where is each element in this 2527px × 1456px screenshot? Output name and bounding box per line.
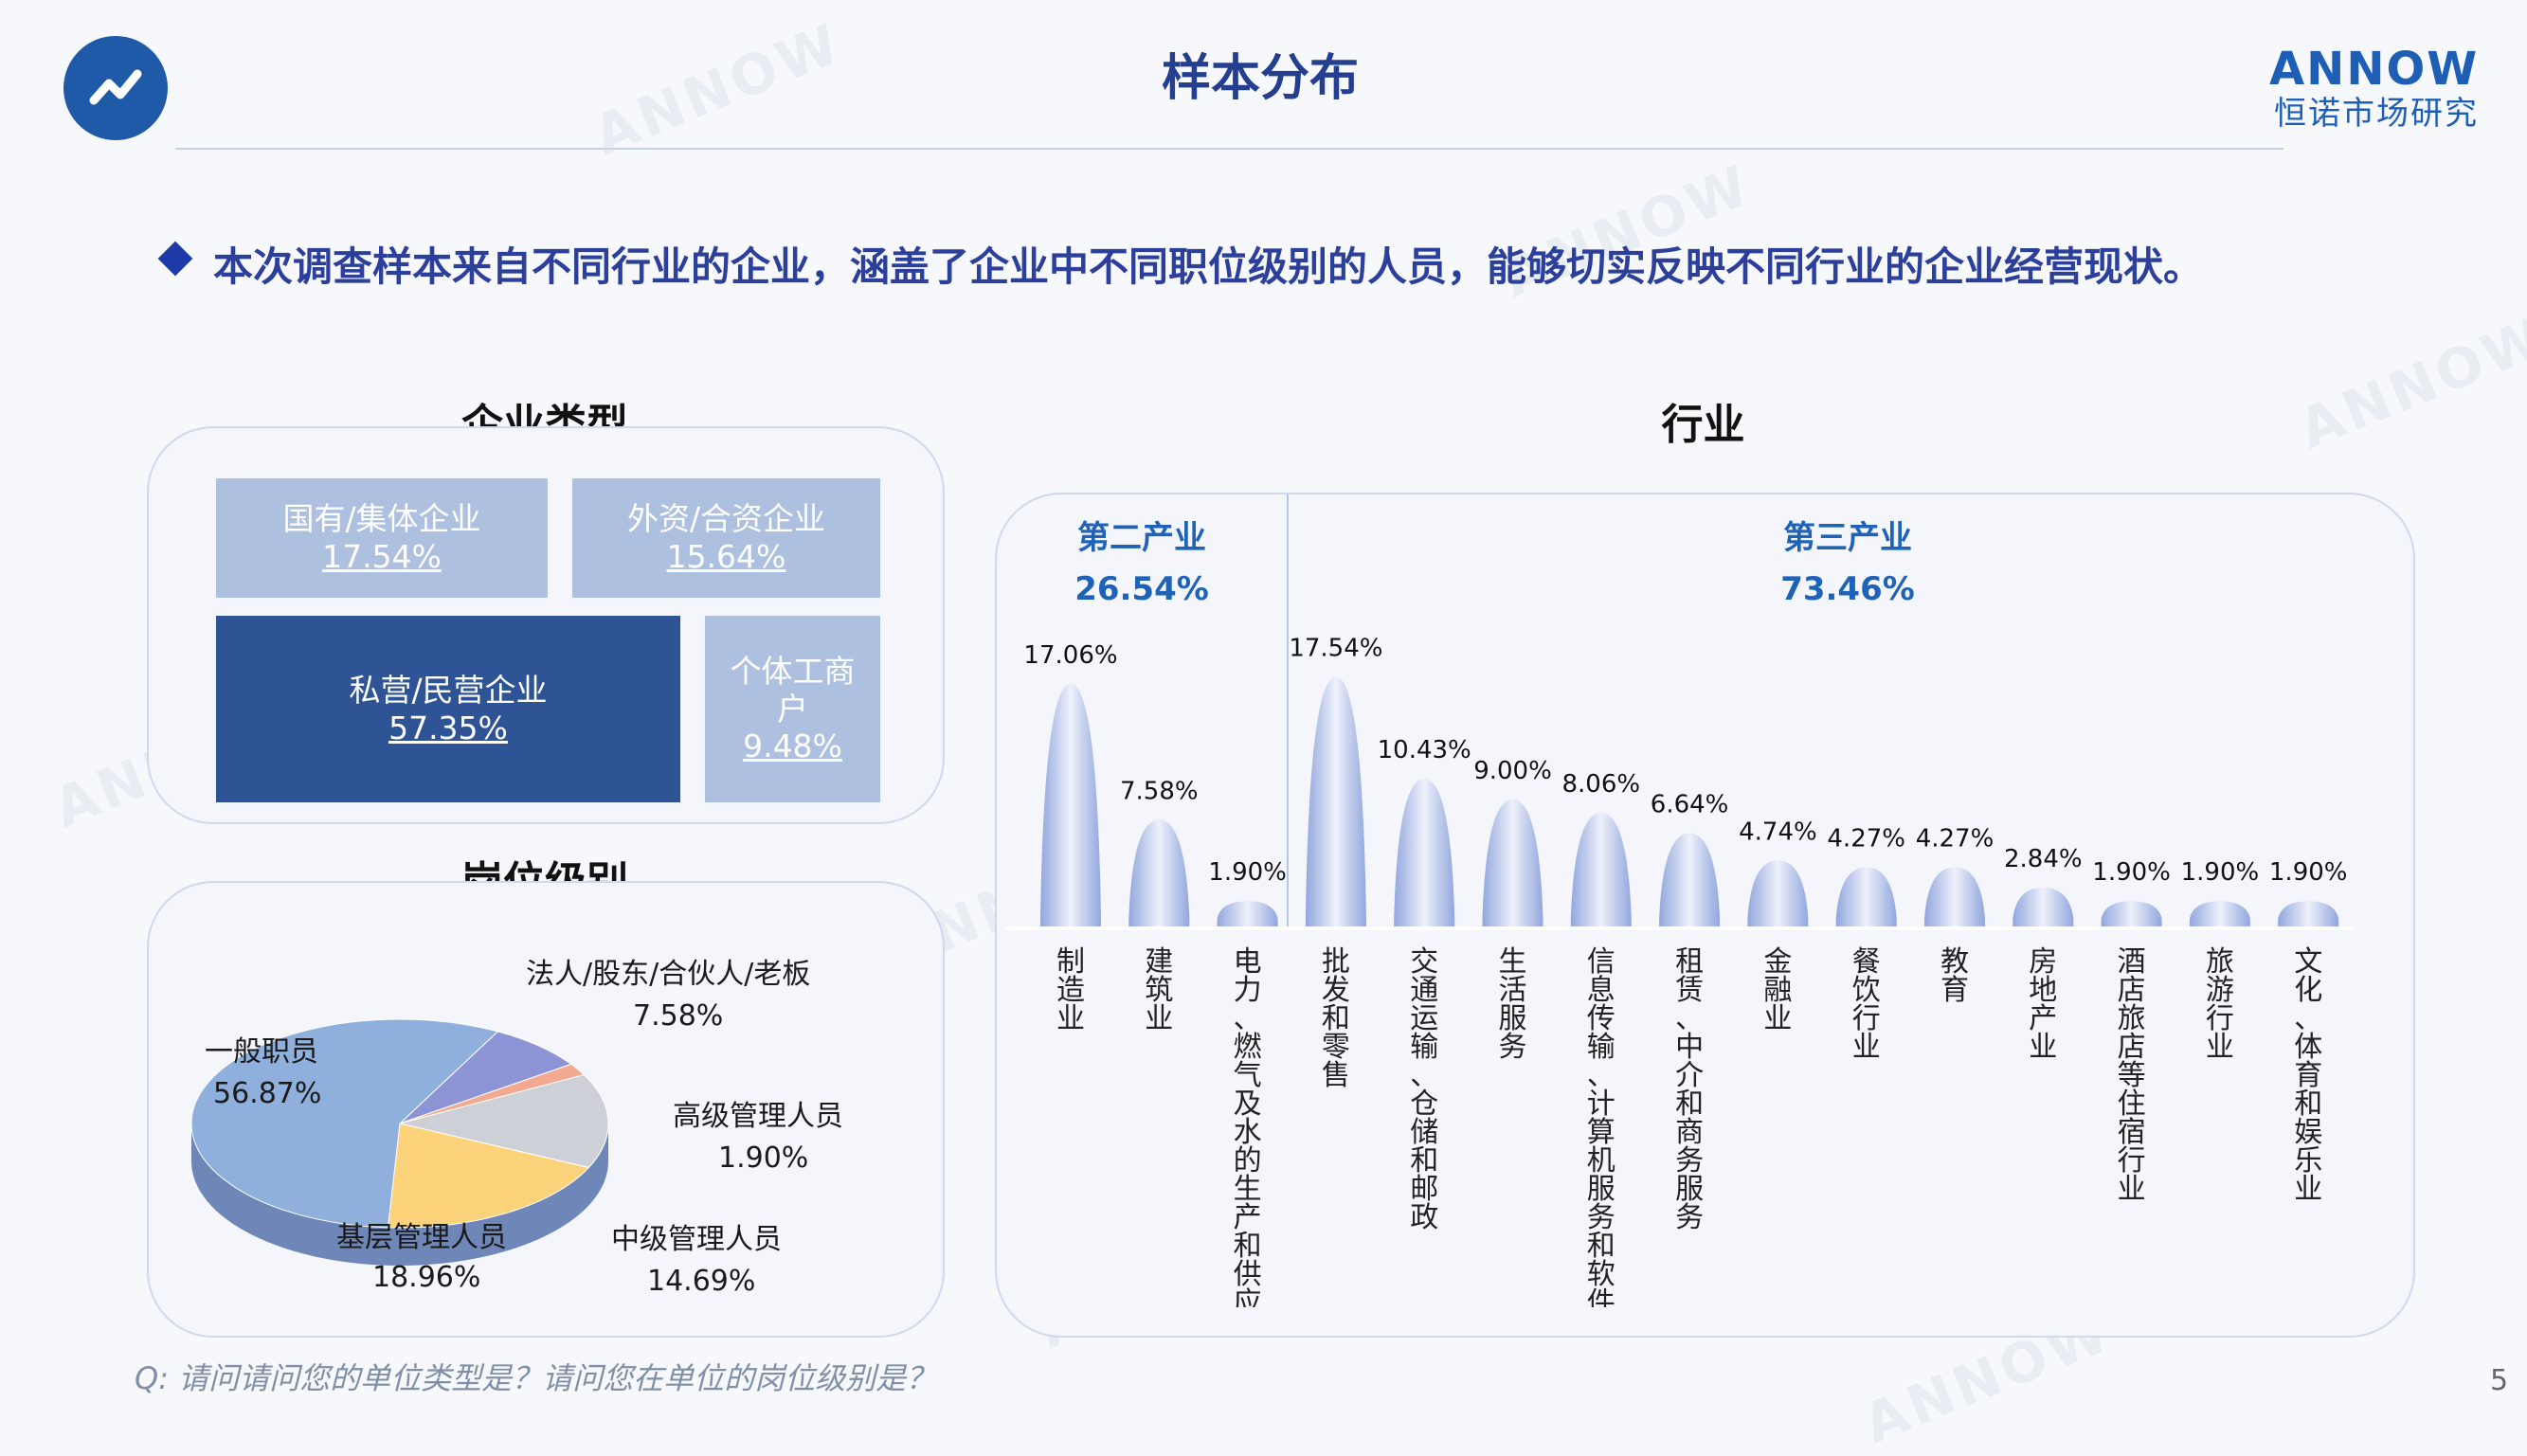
bar-value-label: 7.58% — [1120, 777, 1199, 805]
bar-value-label: 1.90% — [2269, 858, 2348, 887]
bar-value-label: 1.90% — [1208, 858, 1287, 887]
bar — [1924, 867, 1985, 928]
category-label: 电力、燃气及水的生产和供应 — [1234, 945, 1262, 1307]
bar — [2278, 901, 2339, 928]
bar — [1128, 819, 1190, 928]
treemap-label: 外资/合资企业 — [626, 500, 826, 538]
group-pct: 26.54% — [1074, 570, 1209, 608]
treemap-block: 个体工商户 9.48% — [705, 616, 880, 802]
bar — [2013, 888, 2074, 928]
bar — [1394, 779, 1455, 928]
bar-value-label: 9.00% — [1473, 757, 1552, 785]
industry-bar-chart: 17.06% 7.58% 1.90% 17.54% 10.43%9.00% 8.06% 6.… — [1004, 635, 2355, 1307]
header-divider — [175, 148, 2283, 150]
bar-value-label: 17.06% — [1023, 641, 1117, 670]
treemap-block: 国有/集体企业 17.54% — [216, 478, 548, 598]
bar-value-label: 4.27% — [1916, 824, 1995, 853]
category-label: 批发和零售 — [1322, 945, 1350, 1092]
treemap-pct: 57.35% — [388, 709, 508, 746]
bar-value-label: 4.74% — [1739, 818, 1817, 846]
bar — [1747, 860, 1809, 928]
treemap-label: 私营/民营企业 — [349, 671, 548, 709]
pie-label-name: 一般职员 — [205, 1035, 318, 1069]
brand-logo: ANNOW — [2269, 43, 2480, 96]
bar-value-label: 6.64% — [1651, 791, 1729, 819]
category-label: 金融业 — [1763, 945, 1792, 1035]
group-divider — [1287, 494, 1289, 930]
treemap-pct: 15.64% — [666, 538, 786, 575]
category-label: 旅游行业 — [2206, 945, 2234, 1064]
pie-label-pct: 14.69% — [647, 1265, 756, 1298]
pie-label-pct: 56.87% — [213, 1077, 322, 1110]
bar — [1305, 676, 1366, 928]
brand-subtitle: 恒诺市场研究 — [2274, 95, 2479, 133]
pie-label-name: 中级管理人员 — [611, 1223, 782, 1256]
pie-label-pct: 7.58% — [633, 999, 724, 1033]
position-pie — [190, 1018, 609, 1266]
bar — [1482, 799, 1543, 928]
pie-slice — [190, 1018, 499, 1229]
watermark: ANNOW — [2290, 303, 2527, 462]
bar-value-label: 1.90% — [2092, 858, 2171, 887]
category-label: 生活服务 — [1499, 945, 1527, 1064]
category-label: 餐饮行业 — [1852, 945, 1881, 1064]
category-label: 文化、体育和娱乐业 — [2294, 945, 2322, 1206]
category-label: 房地产业 — [2029, 945, 2057, 1064]
industry-section-title: 行业 — [1661, 401, 1745, 449]
pie-label-pct: 18.96% — [372, 1261, 481, 1294]
group-label: 第二产业 — [1077, 519, 1206, 557]
treemap-pct: 17.54% — [322, 538, 442, 575]
treemap-label: 个体工商户 — [730, 653, 856, 728]
pie-label-name: 高级管理人员 — [673, 1100, 843, 1133]
headline: 本次调查样本来自不同行业的企业，涵盖了企业中不同职位级别的人员，能够切实反映不同… — [213, 243, 2204, 290]
bar — [1040, 683, 1101, 928]
category-label: 酒店旅店等住宿行业 — [2118, 945, 2146, 1206]
trend-logo-icon — [63, 36, 168, 140]
bar-value-label: 4.27% — [1827, 824, 1905, 853]
bar — [1217, 901, 1278, 928]
category-label: 信息传输、计算机服务和软件业 — [1587, 945, 1615, 1307]
bar — [1570, 813, 1632, 928]
treemap-label: 国有/集体企业 — [282, 500, 481, 538]
treemap-block: 私营/民营企业 57.35% — [216, 616, 680, 802]
pie-slice — [399, 1074, 609, 1169]
diamond-bullet-icon — [157, 241, 193, 277]
bar-value-label: 1.90% — [2181, 858, 2260, 887]
category-label: 租赁、中介和商务服务 — [1675, 945, 1704, 1234]
bar — [1659, 833, 1721, 928]
category-label: 制造业 — [1056, 945, 1085, 1035]
category-label: 建筑业 — [1145, 945, 1173, 1035]
pie-label-pct: 1.90% — [718, 1141, 809, 1175]
treemap-pct: 9.48% — [743, 728, 842, 765]
pie-label-name: 基层管理人员 — [336, 1221, 507, 1254]
treemap-block: 外资/合资企业 15.64% — [572, 478, 880, 598]
pie-slice — [399, 1031, 572, 1124]
page-title: 样本分布 — [1161, 50, 1359, 107]
bar-value-label: 17.54% — [1289, 635, 1382, 663]
pie-slice — [387, 1123, 590, 1229]
survey-question-footnote: Q: 请问请问您的单位类型是？请问您在单位的岗位级别是？ — [135, 1360, 937, 1396]
bar-value-label: 8.06% — [1561, 770, 1640, 799]
category-label: 交通运输、仓储和邮政 — [1410, 945, 1438, 1234]
group-pct: 73.46% — [1780, 570, 1915, 608]
group-label: 第三产业 — [1783, 519, 1912, 557]
bar-value-label: 10.43% — [1378, 736, 1471, 764]
pie-side — [191, 1123, 608, 1266]
bar — [1835, 867, 1897, 928]
bar-value-label: 2.84% — [2004, 845, 2083, 873]
page-number: 5 — [2490, 1364, 2509, 1397]
watermark: ANNOW — [585, 9, 851, 169]
bar — [2101, 901, 2162, 928]
pie-label-name: 法人/股东/合伙人/老板 — [526, 958, 811, 991]
bar — [2189, 901, 2250, 928]
category-label: 教育 — [1940, 945, 1969, 1007]
